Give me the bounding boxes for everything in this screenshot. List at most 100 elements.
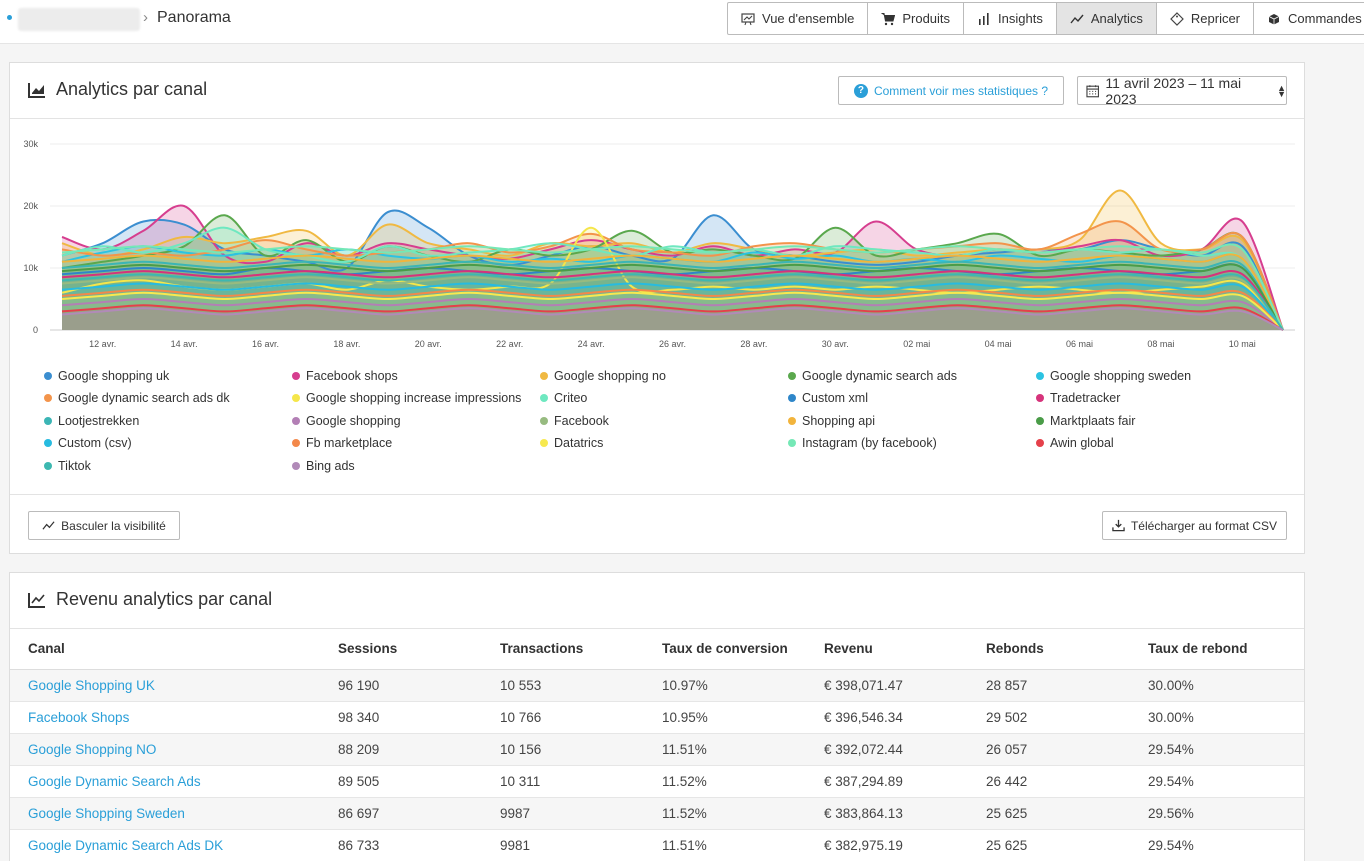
col-canal[interactable]: Canal [10, 629, 320, 670]
legend-label: Bing ads [306, 458, 355, 473]
download-csv-button[interactable]: Télécharger au format CSV [1102, 511, 1287, 540]
cart-icon [881, 12, 896, 25]
channel-link[interactable]: Google Shopping Sweden [28, 805, 185, 821]
series-line[interactable] [61, 307, 1284, 331]
legend-label: Shopping api [802, 413, 875, 428]
legend-item[interactable]: Instagram (by facebook) [788, 435, 1036, 453]
table-cell: 25 625 [968, 797, 1130, 830]
x-tick-label: 14 avr. [171, 339, 198, 349]
legend-label: Criteo [554, 391, 588, 406]
series-line[interactable] [61, 263, 1284, 331]
legend-item[interactable]: Fb marketplace [292, 435, 540, 453]
series-line[interactable] [61, 243, 1284, 331]
revenue-title-text: Revenu analytics par canal [56, 589, 273, 609]
col-rebonds[interactable]: Rebonds [968, 629, 1130, 670]
line-chart-icon [1070, 14, 1084, 23]
nav-commandes-button[interactable]: Commandes [1254, 3, 1364, 34]
legend-item[interactable]: Shopping api [788, 412, 1036, 430]
legend-item[interactable]: Awin global [1036, 435, 1284, 453]
x-tick-label: 24 avr. [578, 339, 605, 349]
nav-analytics-button[interactable]: Analytics [1056, 3, 1157, 34]
legend-item[interactable]: Bing ads [292, 457, 540, 475]
series-line[interactable] [61, 282, 1284, 331]
legend-item[interactable]: Facebook shops [292, 367, 540, 385]
help-stats-button[interactable]: ? Comment voir mes statistiques ? [838, 76, 1064, 105]
table-cell: 29.54% [1130, 733, 1304, 766]
legend-item[interactable]: Google shopping no [540, 367, 788, 385]
legend-label: Facebook shops [306, 368, 398, 383]
legend-dot [44, 394, 52, 403]
series-line[interactable] [61, 273, 1284, 331]
legend-item[interactable]: Tiktok [44, 457, 292, 475]
table-cell: € 383,864.13 [806, 797, 968, 830]
toggle-visibility-button[interactable]: Basculer la visibilité [28, 511, 180, 540]
legend-item[interactable]: Facebook [540, 412, 788, 430]
legend-item[interactable]: Google dynamic search ads [788, 367, 1036, 385]
legend-label: Google shopping [306, 413, 401, 428]
legend-item[interactable]: Datatrics [540, 435, 788, 453]
col-transactions[interactable]: Transactions [482, 629, 644, 670]
legend-item[interactable]: Google dynamic search ads dk [44, 390, 292, 408]
legend-dot [540, 439, 548, 448]
x-tick-label: 06 mai [1066, 339, 1093, 349]
x-tick-label: 12 avr. [89, 339, 116, 349]
channel-link[interactable]: Google Shopping UK [28, 677, 155, 693]
col-revenu[interactable]: Revenu [806, 629, 968, 670]
channel-link[interactable]: Google Dynamic Search Ads [28, 773, 201, 789]
tag-icon [1170, 11, 1184, 26]
table-row: Google Shopping UK 96 190 10 553 10.97% € 39… [10, 669, 1304, 702]
col-taux-rebond[interactable]: Taux de rebond [1130, 629, 1304, 670]
series-line[interactable] [61, 189, 1284, 331]
x-tick-label: 28 avr. [740, 339, 767, 349]
channel-link[interactable]: Google Shopping NO [28, 741, 157, 757]
table-header-row: Canal Sessions Transactions Taux de conv… [10, 629, 1304, 670]
legend-item[interactable]: Custom (csv) [44, 435, 292, 453]
table-cell: 29.54% [1130, 765, 1304, 798]
series-line[interactable] [61, 260, 1284, 331]
table-cell: € 398,071.47 [806, 669, 968, 702]
legend-item[interactable]: Criteo [540, 390, 788, 408]
nav-insights-button[interactable]: Insights [964, 3, 1057, 34]
cell-canal: Google Shopping Sweden [10, 797, 320, 830]
series-line[interactable] [61, 276, 1284, 331]
table-cell: 11.52% [644, 765, 806, 798]
breadcrumb-store-name[interactable] [18, 8, 140, 31]
nav-vue-ensemble-button[interactable]: Vue d'ensemble [728, 3, 869, 34]
table-cell: € 396,546.34 [806, 701, 968, 734]
series-line[interactable] [61, 288, 1284, 331]
table-row: Google Dynamic Search Ads DK 86 733 9981 11… [10, 829, 1304, 861]
table-cell: € 387,294.89 [806, 765, 968, 798]
legend-item[interactable]: Google shopping increase impressions [292, 390, 540, 408]
toggle-visibility-label: Basculer la visibilité [61, 518, 166, 533]
table-cell: 10 156 [482, 733, 644, 766]
table-cell: 10.95% [644, 701, 806, 734]
legend-item[interactable]: Marktplaats fair [1036, 412, 1284, 430]
y-tick-label: 10k [23, 263, 38, 273]
date-range-picker[interactable]: 11 avril 2023 – 11 mai 2023 ▲ ▼ [1077, 74, 1287, 107]
nav-label: Vue d'ensemble [762, 11, 855, 26]
download-csv-label: Télécharger au format CSV [1130, 518, 1278, 533]
series-line[interactable] [61, 304, 1284, 331]
series-line[interactable] [61, 297, 1284, 331]
legend-item[interactable]: Google shopping [292, 412, 540, 430]
channel-link[interactable]: Facebook Shops [28, 709, 130, 725]
legend-item[interactable]: Google shopping sweden [1036, 367, 1284, 385]
col-conversion[interactable]: Taux de conversion [644, 629, 806, 670]
date-range-text: 11 avril 2023 – 11 mai 2023 [1105, 74, 1242, 107]
legend-item[interactable]: Lootjestrekken [44, 412, 292, 430]
table-cell: 30.00% [1130, 669, 1304, 702]
series-line[interactable] [61, 204, 1284, 331]
legend-dot [292, 394, 300, 403]
table-cell: € 392,072.44 [806, 733, 968, 766]
legend-item[interactable]: Google shopping uk [44, 367, 292, 385]
series-line[interactable] [61, 253, 1284, 331]
col-sessions[interactable]: Sessions [320, 629, 482, 670]
series-line[interactable] [61, 291, 1284, 331]
series-line[interactable] [61, 269, 1284, 331]
legend-item[interactable]: Tradetracker [1036, 390, 1284, 408]
legend-item[interactable]: Custom xml [788, 390, 1036, 408]
channel-link[interactable]: Google Dynamic Search Ads DK [28, 837, 224, 853]
series-line[interactable] [61, 220, 1284, 331]
nav-repricer-button[interactable]: Repricer [1157, 3, 1255, 34]
nav-produits-button[interactable]: Produits [868, 3, 965, 34]
